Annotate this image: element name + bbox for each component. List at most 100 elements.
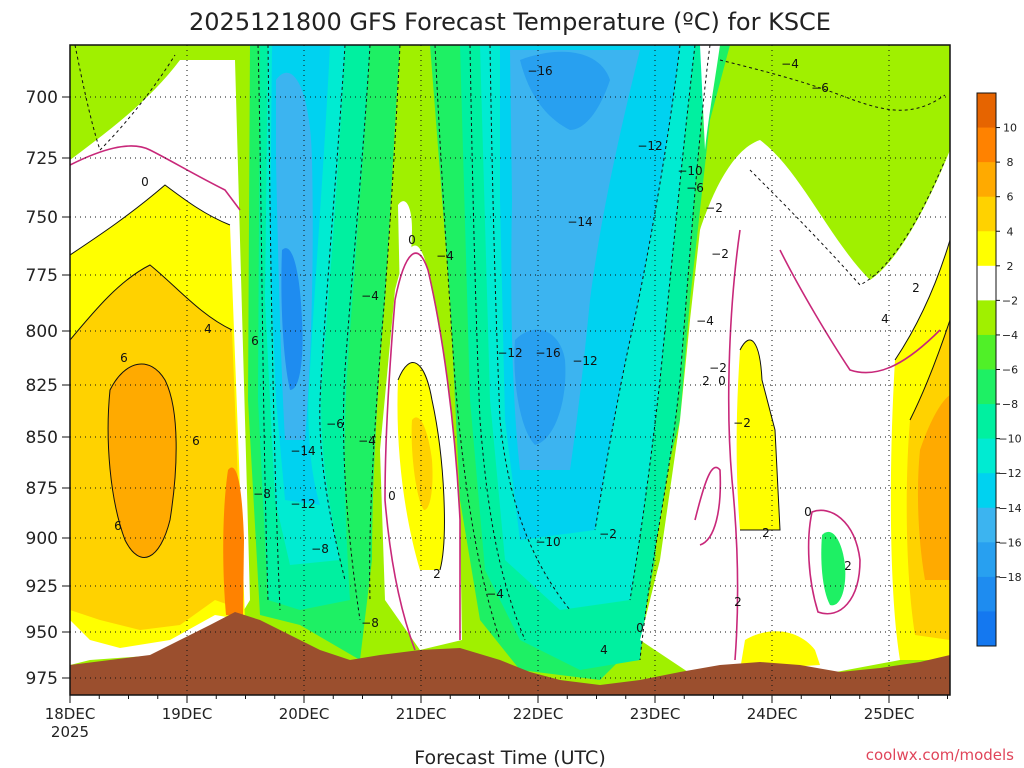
- dashed-contours: [74, 45, 946, 661]
- warm-region-left-6: [108, 363, 177, 558]
- x-tick-label-25DEC: 25DEC: [864, 705, 915, 723]
- zero-contour-3: [384, 299, 416, 651]
- colorbar-tick-label: 2: [1007, 260, 1014, 273]
- contour-label: 2: [433, 567, 441, 581]
- contour-label: 0: [804, 505, 812, 519]
- colorbar-tick-label: −14: [998, 502, 1021, 515]
- y-tick-label-800: 800: [26, 322, 58, 342]
- colorbar-tick-label: −8: [1002, 398, 1018, 411]
- zero-contour-6: [694, 466, 722, 546]
- contour-label: 2: [702, 374, 710, 388]
- contour-line-2: [267, 45, 281, 611]
- x-year-label: 2025: [51, 723, 89, 741]
- y-tick-label-850: 850: [26, 428, 58, 448]
- warm-thin-21dec: [398, 201, 412, 300]
- contour-label: −2: [599, 527, 617, 541]
- x-axis-label: Forecast Time (UTC): [414, 747, 605, 768]
- contour-line-1: [257, 45, 269, 601]
- colorbar-swatch: [977, 334, 996, 370]
- contour-line-13: [719, 59, 946, 111]
- contour-label: −6: [326, 417, 344, 431]
- colorbar-swatch: [977, 473, 996, 509]
- contour-label: 6: [192, 434, 200, 448]
- colorbar-tick-label: 8: [1007, 156, 1014, 169]
- zero-contour-1: [70, 145, 241, 211]
- contour-label: 6: [120, 351, 128, 365]
- y-tick-label-825: 825: [26, 376, 58, 396]
- colorbar-swatch: [977, 265, 996, 301]
- zero-contour-2: [394, 252, 461, 640]
- contour-label: −16: [527, 64, 552, 78]
- contour-label: −12: [572, 354, 597, 368]
- contour-label: −4: [361, 289, 379, 303]
- contour-label: 6: [251, 334, 259, 348]
- contour-label: −4: [781, 57, 799, 71]
- y-tick-label-975: 975: [26, 669, 58, 689]
- colorbar-tick-label: 4: [1007, 225, 1014, 238]
- zero-contour-7: [807, 509, 861, 615]
- contour-label: −14: [290, 444, 315, 458]
- contour-label: 2: [912, 281, 920, 295]
- contour-label: −12: [497, 346, 522, 360]
- colorbar-swatch: [977, 576, 996, 612]
- colorbar-swatch: [977, 404, 996, 440]
- contour-label: −2: [711, 247, 729, 261]
- contour-label: −4: [358, 434, 376, 448]
- colorbar-tick-label: −16: [998, 536, 1021, 549]
- colorbar-tick-label: −12: [998, 467, 1021, 480]
- colorbar-tick-label: 10: [1003, 122, 1017, 135]
- contour-label: −2: [705, 201, 723, 215]
- colorbar-swatch: [977, 231, 996, 267]
- contour-label: 0: [388, 489, 396, 503]
- colorbar: 10 8 6 4 2 −2 −4 −6 −8 −10 −12 −14 −16 −18: [976, 92, 1022, 647]
- colorbar-tick-label: −10: [998, 433, 1021, 446]
- x-tick-label-24DEC: 24DEC: [747, 705, 798, 723]
- contour-label: −10: [535, 535, 560, 549]
- contour-label: 2: [734, 595, 742, 609]
- x-tick-label-22DEC: 22DEC: [513, 705, 564, 723]
- contour-label: 2: [844, 559, 852, 573]
- solid-contour-4: [397, 362, 445, 571]
- contour-label: −14: [567, 215, 592, 229]
- solid-contours: [70, 184, 950, 571]
- contour-label: −12: [637, 139, 662, 153]
- colorbar-swatch: [977, 611, 996, 647]
- zero-contours: [70, 145, 941, 661]
- x-axis: 18DEC 19DEC 20DEC 21DEC 22DEC 23DEC 24DEC 25DEC: [45, 695, 948, 723]
- contour-label: −4: [436, 249, 454, 263]
- x-tick-label-19DEC: 19DEC: [162, 705, 213, 723]
- contour-label: −6: [811, 81, 829, 95]
- x-tick-label-18DEC: 18DEC: [45, 705, 96, 723]
- solid-contour-5: [739, 339, 781, 531]
- contour-label: 4: [204, 322, 212, 336]
- contour-line-6: [434, 45, 501, 641]
- contour-line-3: [319, 45, 346, 581]
- cold-core-22dec-low: [514, 329, 566, 445]
- warm-region-right: [640, 140, 950, 680]
- y-tick-label-700: 700: [26, 88, 58, 108]
- y-axis: 700 725 750 775 800 825 850 875 900 925 950 975: [26, 88, 70, 689]
- grid: [70, 45, 950, 695]
- credit-text: coolwx.com/models: [866, 746, 1014, 764]
- y-tick-label-875: 875: [26, 479, 58, 499]
- colorbar-swatch: [977, 542, 996, 578]
- contour-label: 0: [408, 233, 416, 247]
- contour-label: −12: [290, 497, 315, 511]
- plot-frame: [69, 44, 951, 696]
- cold-blob-25dec: [821, 531, 846, 606]
- warm-region-25dec-6: [917, 395, 950, 580]
- colorbar-swatch: [977, 507, 996, 543]
- contour-label: 0: [636, 621, 644, 635]
- contour-label: −16: [535, 346, 560, 360]
- colorbar-swatch: [977, 300, 996, 336]
- warm-tongue-21dec-4: [411, 417, 433, 510]
- contour-label: −4: [696, 314, 714, 328]
- contour-label: −10: [677, 164, 702, 178]
- terrain: [70, 612, 950, 695]
- colorbar-swatch: [977, 162, 996, 198]
- contour-line-12: [74, 45, 176, 151]
- contour-line-5: [369, 45, 401, 601]
- warm-cell-24dec: [736, 340, 780, 530]
- solid-contour-3: [107, 363, 177, 558]
- y-tick-label-775: 775: [26, 266, 58, 286]
